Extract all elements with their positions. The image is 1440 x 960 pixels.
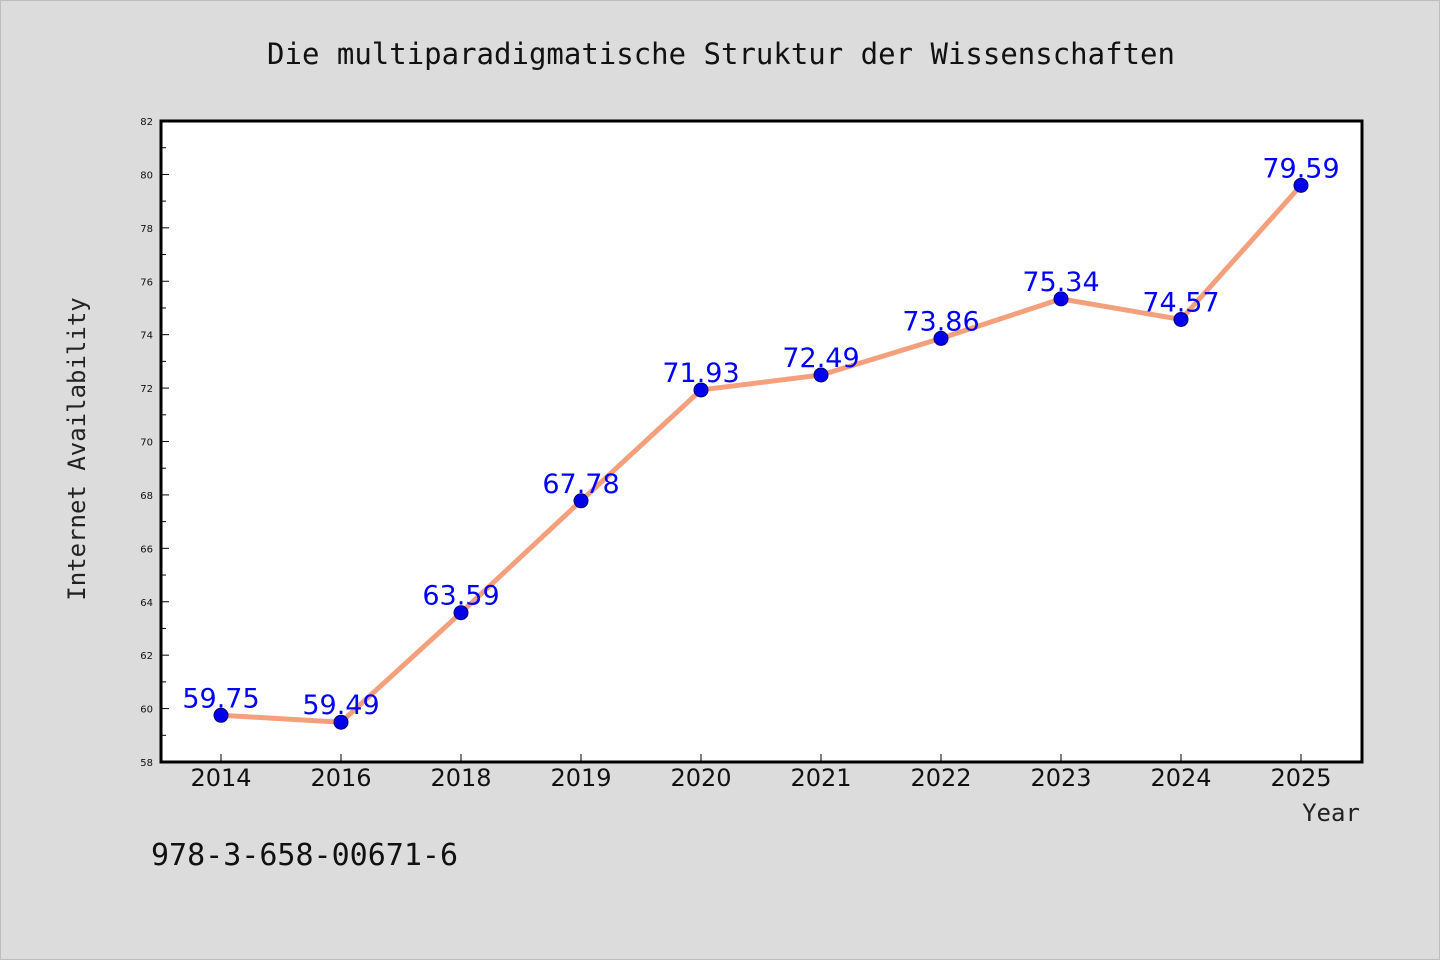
chart-title: Die multiparadigmatische Struktur der Wi… [267,37,1175,71]
y-tick-label: 82 [140,117,153,128]
y-tick-label: 60 [140,705,153,716]
y-tick-label: 70 [140,438,153,449]
data-point [333,714,349,730]
data-label: 74.57 [1142,287,1219,318]
plot-area [161,121,1362,762]
y-tick-label: 66 [140,544,153,555]
y-tick-label: 72 [140,384,153,395]
series-line [218,182,1304,725]
y-tick-label: 58 [140,758,153,769]
isbn-footnote: 978-3-658-00671-6 [151,838,458,873]
x-tick-label: 2019 [550,764,611,792]
data-point [213,707,229,723]
x-tick-label: 2024 [1150,764,1211,792]
x-tick-label: 2021 [790,764,851,792]
data-label: 67.78 [542,469,619,500]
x-tick-label: 2023 [1030,764,1091,792]
plot-frame [159,119,1364,764]
data-point [1053,291,1069,307]
y-tick-label: 80 [140,170,153,181]
x-tick-label: 2018 [430,764,491,792]
data-label: 71.93 [662,358,739,389]
data-label: 63.59 [422,581,499,612]
data-label: 59.75 [182,683,259,714]
data-label: 75.34 [1022,267,1099,298]
data-label: 72.49 [782,343,859,374]
y-tick-label: 68 [140,491,153,502]
x-tick-label: 2025 [1270,764,1331,792]
data-label: 79.59 [1262,153,1339,184]
y-tick-label: 78 [140,224,153,235]
data-point [573,493,589,509]
x-tick-label: 2014 [190,764,251,792]
y-tick-label: 74 [140,331,153,342]
y-tick-label: 62 [140,651,153,662]
data-point [693,382,709,398]
x-axis-label: Year [1302,799,1360,827]
data-label: 59.49 [302,690,379,721]
y-tick-label: 64 [140,598,153,609]
data-point [813,367,829,383]
x-tick-label: 2022 [910,764,971,792]
x-tick-label: 2020 [670,764,731,792]
data-point [933,330,949,346]
y-tick-label: 76 [140,277,153,288]
data-point [453,605,469,621]
y-axis-label: Internet Availability [63,297,91,600]
data-point [1173,311,1189,327]
data-point [1293,177,1309,193]
x-tick-label: 2016 [310,764,371,792]
data-label: 73.86 [902,306,979,337]
